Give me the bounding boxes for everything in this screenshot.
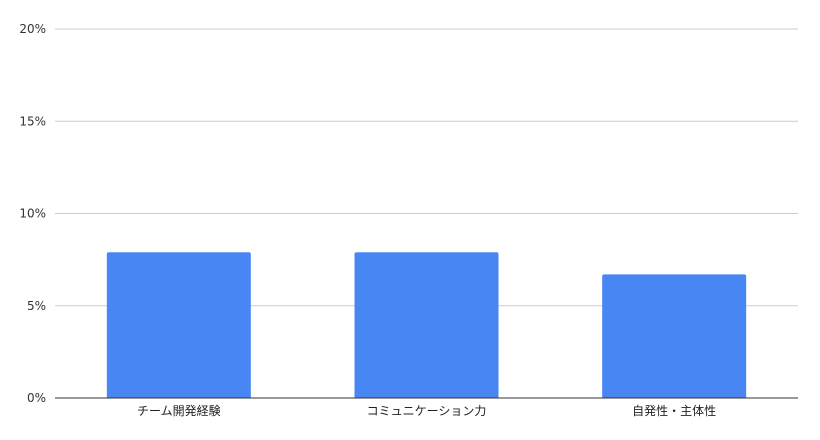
bar: [602, 274, 747, 398]
y-tick-label: 15%: [19, 114, 46, 128]
y-tick-label: 0%: [27, 391, 46, 405]
x-category-label: コミュニケーション力: [367, 404, 487, 418]
bar: [354, 252, 499, 398]
y-axis-ticks: 0% 5% 10% 15% 20%: [19, 22, 46, 405]
y-tick-label: 10%: [19, 207, 46, 221]
x-axis-labels: チーム開発経験 コミュニケーション力 自発性・主体性: [137, 403, 716, 418]
y-tick-label: 5%: [27, 299, 46, 313]
x-category-label: チーム開発経験: [137, 403, 221, 418]
bar: [106, 252, 251, 398]
bars: [106, 252, 747, 398]
y-tick-label: 20%: [19, 22, 46, 36]
x-category-label: 自発性・主体性: [632, 404, 716, 418]
